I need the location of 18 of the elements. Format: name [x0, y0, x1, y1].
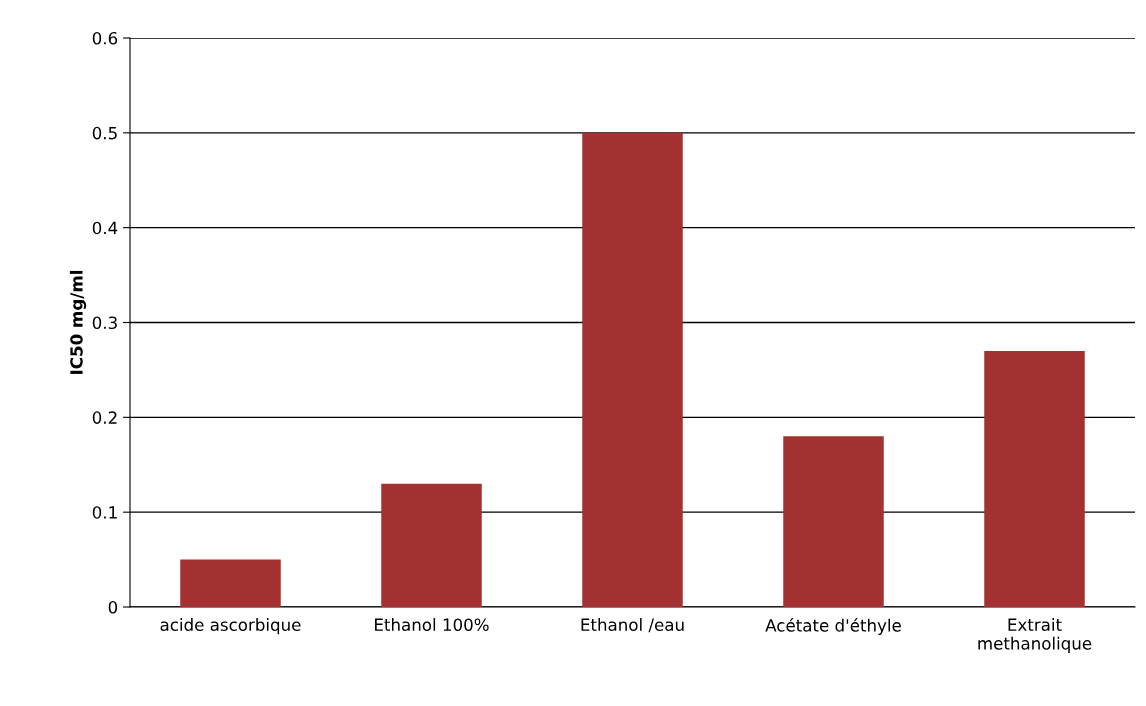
- bar: [984, 350, 1085, 607]
- y-tick-label: 0.5: [92, 126, 117, 140]
- x-tick-label: Acétate d'éthyle: [765, 618, 901, 635]
- x-tick-label: Ethanol 100%: [375, 618, 489, 632]
- x-tick-label: acide ascorbique: [160, 618, 301, 635]
- y-tick-label: 0.1: [92, 506, 117, 519]
- y-axis-title: IC50 mg/ml: [69, 270, 87, 374]
- x-tick-label: Ethanol /eau: [581, 618, 684, 633]
- y-tick-label: 0.2: [92, 411, 117, 424]
- y-tick-label: 0: [108, 600, 118, 614]
- bar: [783, 436, 884, 607]
- y-tick-label: 0.3: [92, 316, 117, 330]
- bar: [582, 132, 683, 607]
- bar: [180, 559, 281, 607]
- x-tick-label: Extrait methanolique: [978, 618, 1092, 653]
- y-tick-label: 0.4: [92, 221, 118, 235]
- y-tick-label: 0.6: [92, 31, 118, 45]
- bar: [381, 483, 482, 607]
